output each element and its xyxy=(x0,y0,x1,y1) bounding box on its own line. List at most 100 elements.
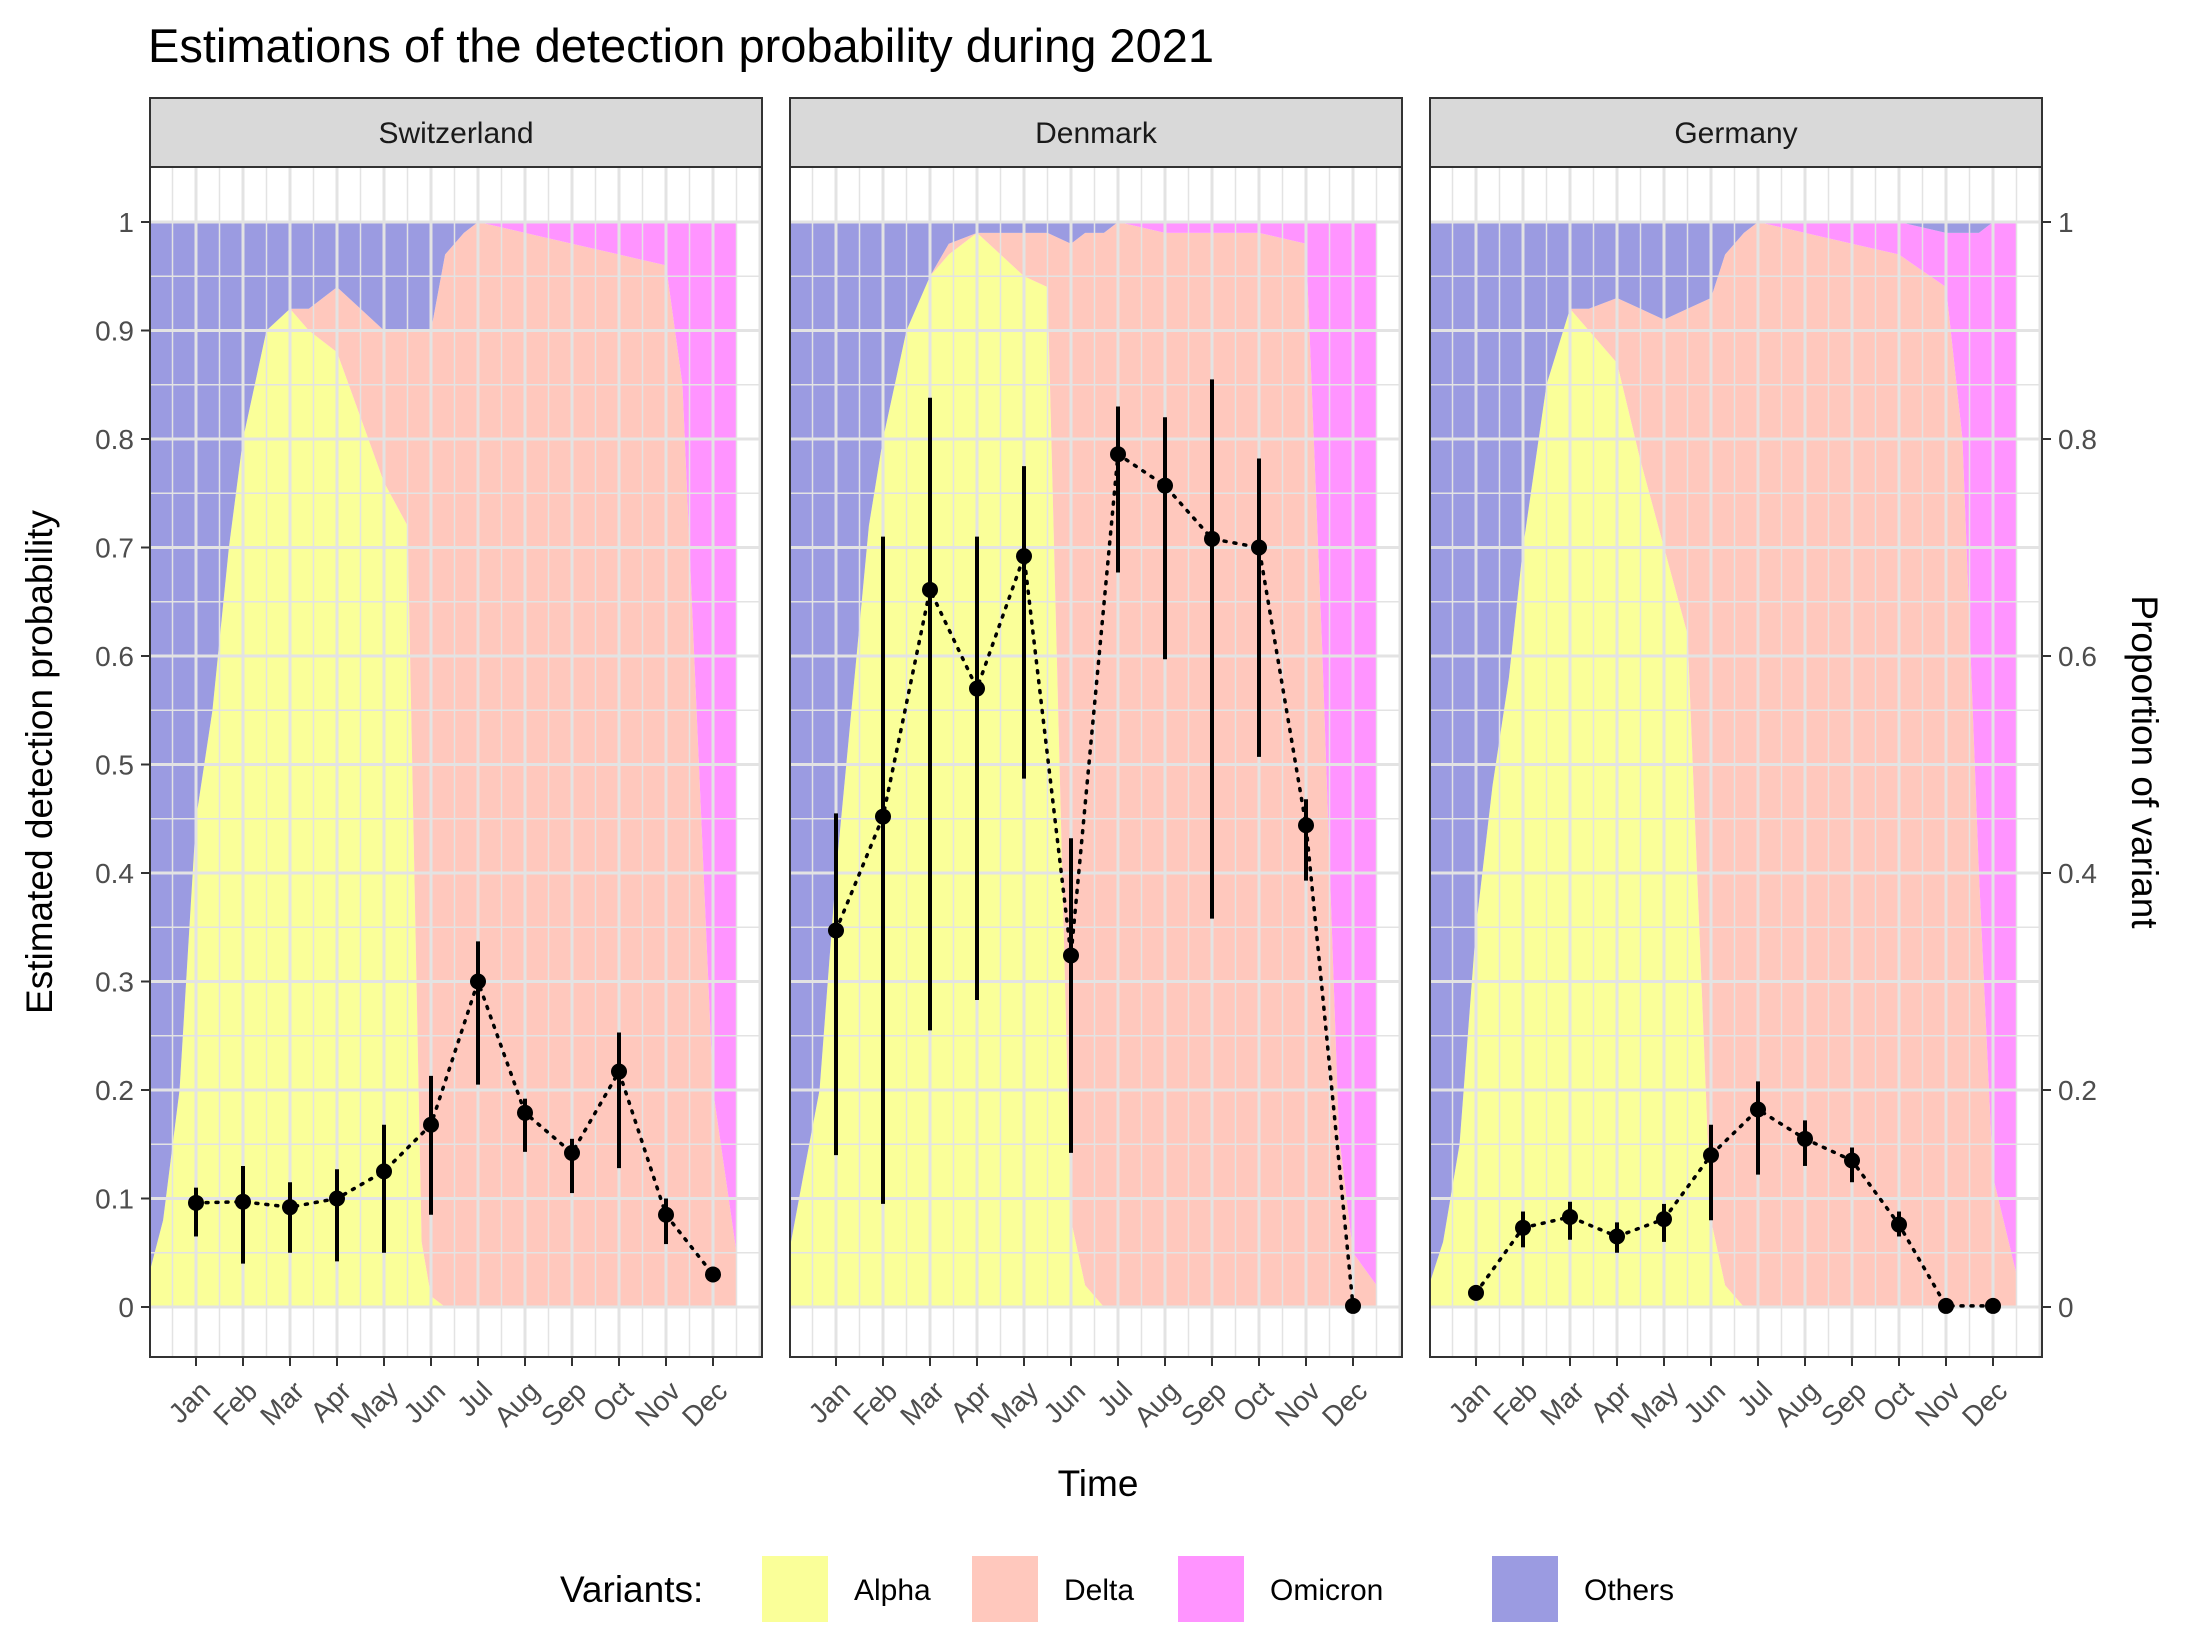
area-others xyxy=(150,222,737,1271)
point-sep xyxy=(1204,530,1220,547)
x-tick-label: Sep xyxy=(1815,1375,1872,1432)
legend-key-others xyxy=(1492,1556,1558,1622)
x-tick-label: Dec xyxy=(1316,1375,1373,1432)
y-tick-label: 0.5 xyxy=(95,750,134,781)
area-others xyxy=(790,222,1377,1248)
legend-key-omicron xyxy=(1178,1556,1244,1622)
x-tick-label: Nov xyxy=(1269,1375,1326,1432)
y2-tick-label: 0.8 xyxy=(2058,424,2097,455)
x-tick-label: Nov xyxy=(1909,1375,1966,1432)
trend-line xyxy=(194,976,715,1277)
legend-label-alpha: Alpha xyxy=(854,1574,931,1607)
point-sep xyxy=(1844,1152,1860,1169)
point-aug xyxy=(1797,1130,1813,1147)
y2-tick-label: 0.6 xyxy=(2058,641,2097,672)
point-mar xyxy=(1562,1208,1578,1225)
x-tick-label: Feb xyxy=(847,1375,903,1431)
y-tick-label: 0.2 xyxy=(95,1075,134,1106)
point-oct xyxy=(611,1063,627,1080)
y-tick-label: 0.1 xyxy=(95,1184,134,1215)
x-tick-label: May xyxy=(1625,1375,1684,1434)
point-jan xyxy=(188,1194,204,1211)
point-may xyxy=(1656,1211,1672,1228)
legend: Variants: Alpha Delta Omicron Others xyxy=(560,1556,1674,1622)
y-axis-title: Estimated detection probability xyxy=(19,510,60,1014)
y-tick-label: 0 xyxy=(118,1292,134,1323)
x-tick-label: Aug xyxy=(1128,1375,1185,1432)
x-tick-label: Nov xyxy=(629,1375,686,1432)
point-feb xyxy=(1515,1219,1531,1236)
y-tick-label: 0.6 xyxy=(95,641,134,672)
area-alpha xyxy=(150,308,737,1307)
point-aug xyxy=(517,1104,533,1121)
legend-label-others: Others xyxy=(1584,1574,1674,1607)
point-oct xyxy=(1891,1216,1907,1233)
point-jul xyxy=(1750,1101,1766,1118)
point-may xyxy=(1016,548,1032,565)
point-apr xyxy=(329,1190,345,1207)
point-jan xyxy=(828,922,844,939)
point-apr xyxy=(969,680,985,697)
point-jan xyxy=(1468,1284,1484,1301)
point-nov xyxy=(1938,1297,1954,1314)
y-tick-label: 0.8 xyxy=(95,424,134,455)
strip xyxy=(149,97,763,168)
x-tick-label: Sep xyxy=(535,1375,592,1432)
y2-tick-label: 0 xyxy=(2058,1292,2074,1323)
x-tick-label: Jul xyxy=(1091,1375,1138,1422)
x-tick-label: Jul xyxy=(451,1375,498,1422)
y-tick-label: 0.7 xyxy=(95,533,134,564)
legend-label-delta: Delta xyxy=(1064,1574,1134,1607)
point-nov xyxy=(1298,817,1314,834)
gridlines xyxy=(150,167,762,1357)
y-tick-label: 0.9 xyxy=(95,316,134,347)
point-oct xyxy=(1251,539,1267,556)
point-feb xyxy=(875,808,891,825)
x-tick-label: May xyxy=(345,1375,404,1434)
x-tick-label: Oct xyxy=(1867,1375,1920,1428)
x-tick-label: Mar xyxy=(894,1375,950,1431)
point-sep xyxy=(564,1144,580,1161)
gridlines xyxy=(1430,167,2042,1357)
point-jun xyxy=(1703,1147,1719,1164)
x-tick-label: Dec xyxy=(676,1375,733,1432)
x-tick-label: Jan xyxy=(162,1375,216,1429)
point-apr xyxy=(1609,1228,1625,1245)
area-others xyxy=(1430,222,2017,1283)
x-tick-label: Aug xyxy=(1768,1375,1825,1432)
legend-label-omicron: Omicron xyxy=(1270,1574,1383,1607)
strip-label: Denmark xyxy=(1035,117,1158,150)
x-tick-label: Oct xyxy=(587,1375,640,1428)
x-tick-label: Aug xyxy=(488,1375,545,1432)
x-tick-label: Apr xyxy=(305,1375,358,1428)
point-jun xyxy=(1063,947,1079,964)
area-omicron xyxy=(1430,222,2017,1283)
point-feb xyxy=(235,1193,251,1210)
x-tick-label: Jul xyxy=(1731,1375,1778,1422)
y-tick-label: 0.3 xyxy=(95,967,134,998)
area-omicron xyxy=(790,222,1377,1286)
x-tick-label: Jun xyxy=(1037,1375,1091,1429)
x-tick-label: Jan xyxy=(1442,1375,1496,1429)
point-mar xyxy=(282,1199,298,1216)
y2-tick-label: 0.2 xyxy=(2058,1075,2097,1106)
point-dec xyxy=(705,1266,721,1283)
trend-line xyxy=(834,451,1355,1308)
x-tick-label: Mar xyxy=(254,1375,310,1431)
x-tick-label: Jan xyxy=(802,1375,856,1429)
x-tick-label: Jun xyxy=(397,1375,451,1429)
x-tick-label: Jun xyxy=(1677,1375,1731,1429)
area-alpha xyxy=(790,232,1377,1307)
point-may xyxy=(376,1163,392,1180)
y2-axis-title: Proportion of variant xyxy=(2124,595,2165,929)
point-jul xyxy=(470,973,486,990)
y2-tick-label: 1 xyxy=(2058,207,2074,238)
legend-title: Variants: xyxy=(560,1569,703,1610)
legend-key-alpha xyxy=(762,1556,828,1622)
y-tick-label: 1 xyxy=(118,207,134,238)
